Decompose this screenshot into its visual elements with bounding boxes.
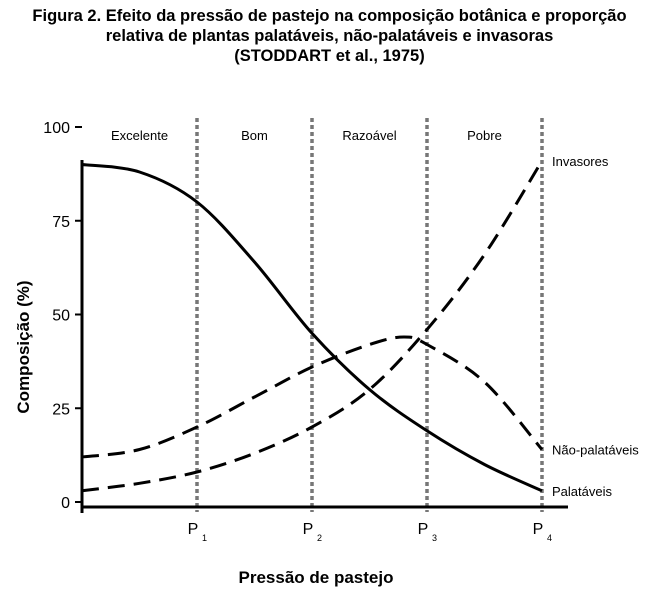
chart-title-line-2: relativa de plantas palatáveis, não-pala… bbox=[105, 27, 554, 45]
x-tick-subscript: 4 bbox=[547, 533, 552, 543]
zone-label-excelente: Excelente bbox=[111, 128, 168, 143]
series-label-invasores: Invasores bbox=[552, 154, 609, 169]
x-tick-label: P bbox=[533, 521, 544, 538]
x-tick-subscript: 3 bbox=[432, 533, 437, 543]
x-tick-label: P bbox=[188, 521, 199, 538]
y-tick-label: 100 bbox=[43, 120, 70, 137]
y-tick-label: 75 bbox=[52, 214, 70, 231]
series-line-palataveis bbox=[81, 163, 543, 493]
series-line-nao-palataveis bbox=[81, 335, 544, 459]
x-tick-label: P bbox=[418, 521, 429, 538]
series-label-nao-palataveis: Não-palatáveis bbox=[552, 443, 639, 458]
zone-label-bom: Bom bbox=[241, 128, 268, 143]
x-tick-subscript: 1 bbox=[202, 533, 207, 543]
y-tick-label: 50 bbox=[52, 308, 70, 325]
zone-label-razoavel: Razoável bbox=[342, 128, 396, 143]
chart-title-line-1: Figura 2. Efeito da pressão de pastejo n… bbox=[32, 7, 627, 25]
chart-title: Figura 2. Efeito da pressão de pastejo n… bbox=[0, 6, 659, 66]
y-axis-label: Composição (%) bbox=[14, 280, 33, 413]
x-axis-label: Pressão de pastejo bbox=[238, 568, 394, 587]
y-tick-label: 0 bbox=[61, 495, 70, 512]
series-label-palataveis: Palatáveis bbox=[552, 484, 612, 499]
series-line-invasores bbox=[81, 160, 544, 493]
y-tick-label: 25 bbox=[52, 401, 70, 418]
zone-label-pobre: Pobre bbox=[467, 128, 502, 143]
x-tick-subscript: 2 bbox=[317, 533, 322, 543]
chart-title-line-3: (STODDART et al., 1975) bbox=[234, 47, 425, 65]
x-tick-label: P bbox=[303, 521, 314, 538]
